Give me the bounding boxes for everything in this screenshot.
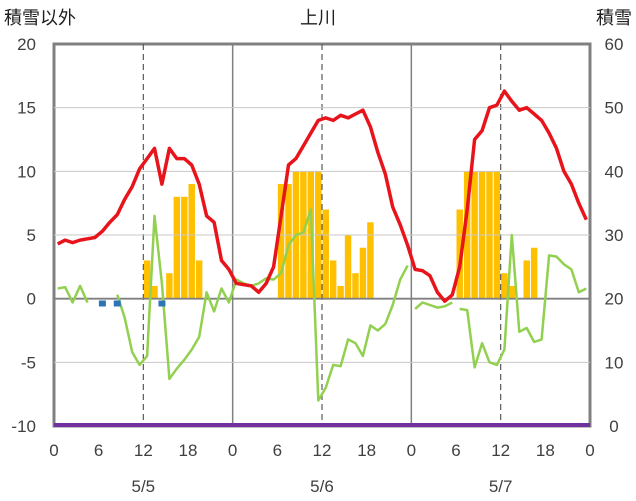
right-tick-label: 60 [605, 35, 624, 54]
date-label: 5/7 [489, 477, 513, 496]
snowfall-bar [530, 247, 538, 299]
snowfall-bar [151, 285, 158, 299]
x-tick-label: 18 [536, 441, 555, 460]
right-tick-label: 30 [605, 226, 624, 245]
left-tick-label: 20 [17, 35, 36, 54]
precip-mark [113, 300, 121, 307]
right-axis-title: 積雪 [596, 8, 632, 29]
right-tick-label: 20 [605, 290, 624, 309]
left-axis-title: 積雪以外 [4, 8, 76, 29]
x-tick-label: 12 [134, 441, 153, 460]
right-tick-label: 40 [605, 162, 624, 181]
snowfall-bar [523, 260, 530, 299]
temperature-line [56, 89, 588, 303]
snowfall-bar [501, 273, 508, 299]
snowfall-bar [322, 209, 329, 299]
snowfall-bar [173, 196, 181, 299]
x-tick-label: 0 [585, 441, 594, 460]
x-tick-label: 0 [49, 441, 58, 460]
snowfall-bar [195, 260, 203, 299]
left-tick-label: -5 [21, 353, 36, 372]
chart-title: 上川 [300, 8, 336, 29]
snowfall-bar [367, 222, 374, 299]
right-tick-label: 10 [605, 353, 624, 372]
snowfall-bar [166, 273, 173, 299]
wind-line [57, 284, 89, 304]
snowfall-bar [143, 260, 151, 299]
left-tick-label: -10 [11, 417, 36, 436]
x-tick-label: 0 [407, 441, 416, 460]
snowfall-bar [508, 285, 516, 299]
left-tick-label: 0 [27, 290, 36, 309]
series-lines [54, 89, 590, 427]
x-tick-label: 12 [491, 441, 510, 460]
snowfall-bar [277, 184, 285, 299]
precip-mark [98, 300, 106, 307]
left-tick-label: 5 [27, 226, 36, 245]
date-label: 5/5 [132, 477, 156, 496]
snowfall-bar [329, 260, 337, 299]
snowfall-bar [359, 247, 367, 299]
snowfall-bar [352, 273, 359, 299]
snowfall-bar [285, 184, 292, 299]
wind-line [414, 301, 453, 310]
date-label: 5/6 [310, 477, 334, 496]
x-tick-label: 18 [179, 441, 198, 460]
plot-frame [52, 42, 592, 428]
wind-line [384, 265, 409, 325]
left-tick-label: 15 [17, 99, 36, 118]
snowfall-bar [344, 235, 352, 299]
x-tick-label: 0 [228, 441, 237, 460]
wind-line [459, 233, 587, 369]
left-tick-label: 10 [17, 162, 36, 181]
x-tick-label: 6 [94, 441, 103, 460]
precip-mark [158, 300, 166, 307]
snowfall-bar [188, 184, 195, 299]
x-tick-label: 6 [451, 441, 460, 460]
snowfall-bar [337, 285, 344, 299]
x-tick-label: 6 [273, 441, 282, 460]
snowfall-bar [181, 196, 188, 299]
x-tick-label: 18 [357, 441, 376, 460]
x-tick-label: 12 [313, 441, 332, 460]
right-tick-label: 0 [609, 417, 618, 436]
right-tick-label: 50 [605, 99, 624, 118]
